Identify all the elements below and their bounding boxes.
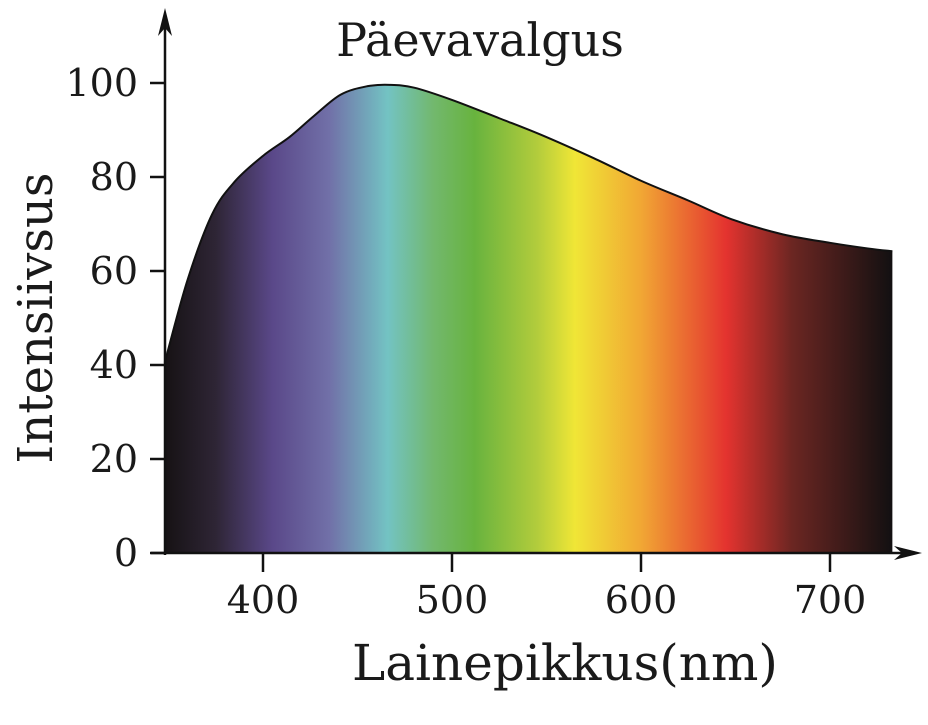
y-tick-label: 40 [90, 343, 138, 387]
x-axis-label: Lainepikkus(nm) [352, 634, 778, 692]
chart-title: Päevavalgus [336, 13, 624, 67]
x-tick-label: 700 [794, 578, 867, 622]
y-tick-label: 20 [90, 437, 138, 481]
y-tick-label: 60 [90, 249, 138, 293]
y-tick-label: 0 [114, 531, 138, 575]
y-axis-arrow-icon [158, 8, 172, 36]
x-tick-label: 600 [605, 578, 678, 622]
y-axis-label: Intensiivsus [8, 172, 64, 463]
x-tick-label: 500 [416, 578, 489, 622]
y-tick-label: 80 [90, 155, 138, 199]
x-tick-label: 400 [227, 578, 300, 622]
y-tick-label: 100 [65, 61, 138, 105]
daylight-intensity-curve [163, 83, 893, 363]
x-axis-arrow-icon [894, 546, 922, 560]
daylight-intensity-area [164, 84, 893, 553]
